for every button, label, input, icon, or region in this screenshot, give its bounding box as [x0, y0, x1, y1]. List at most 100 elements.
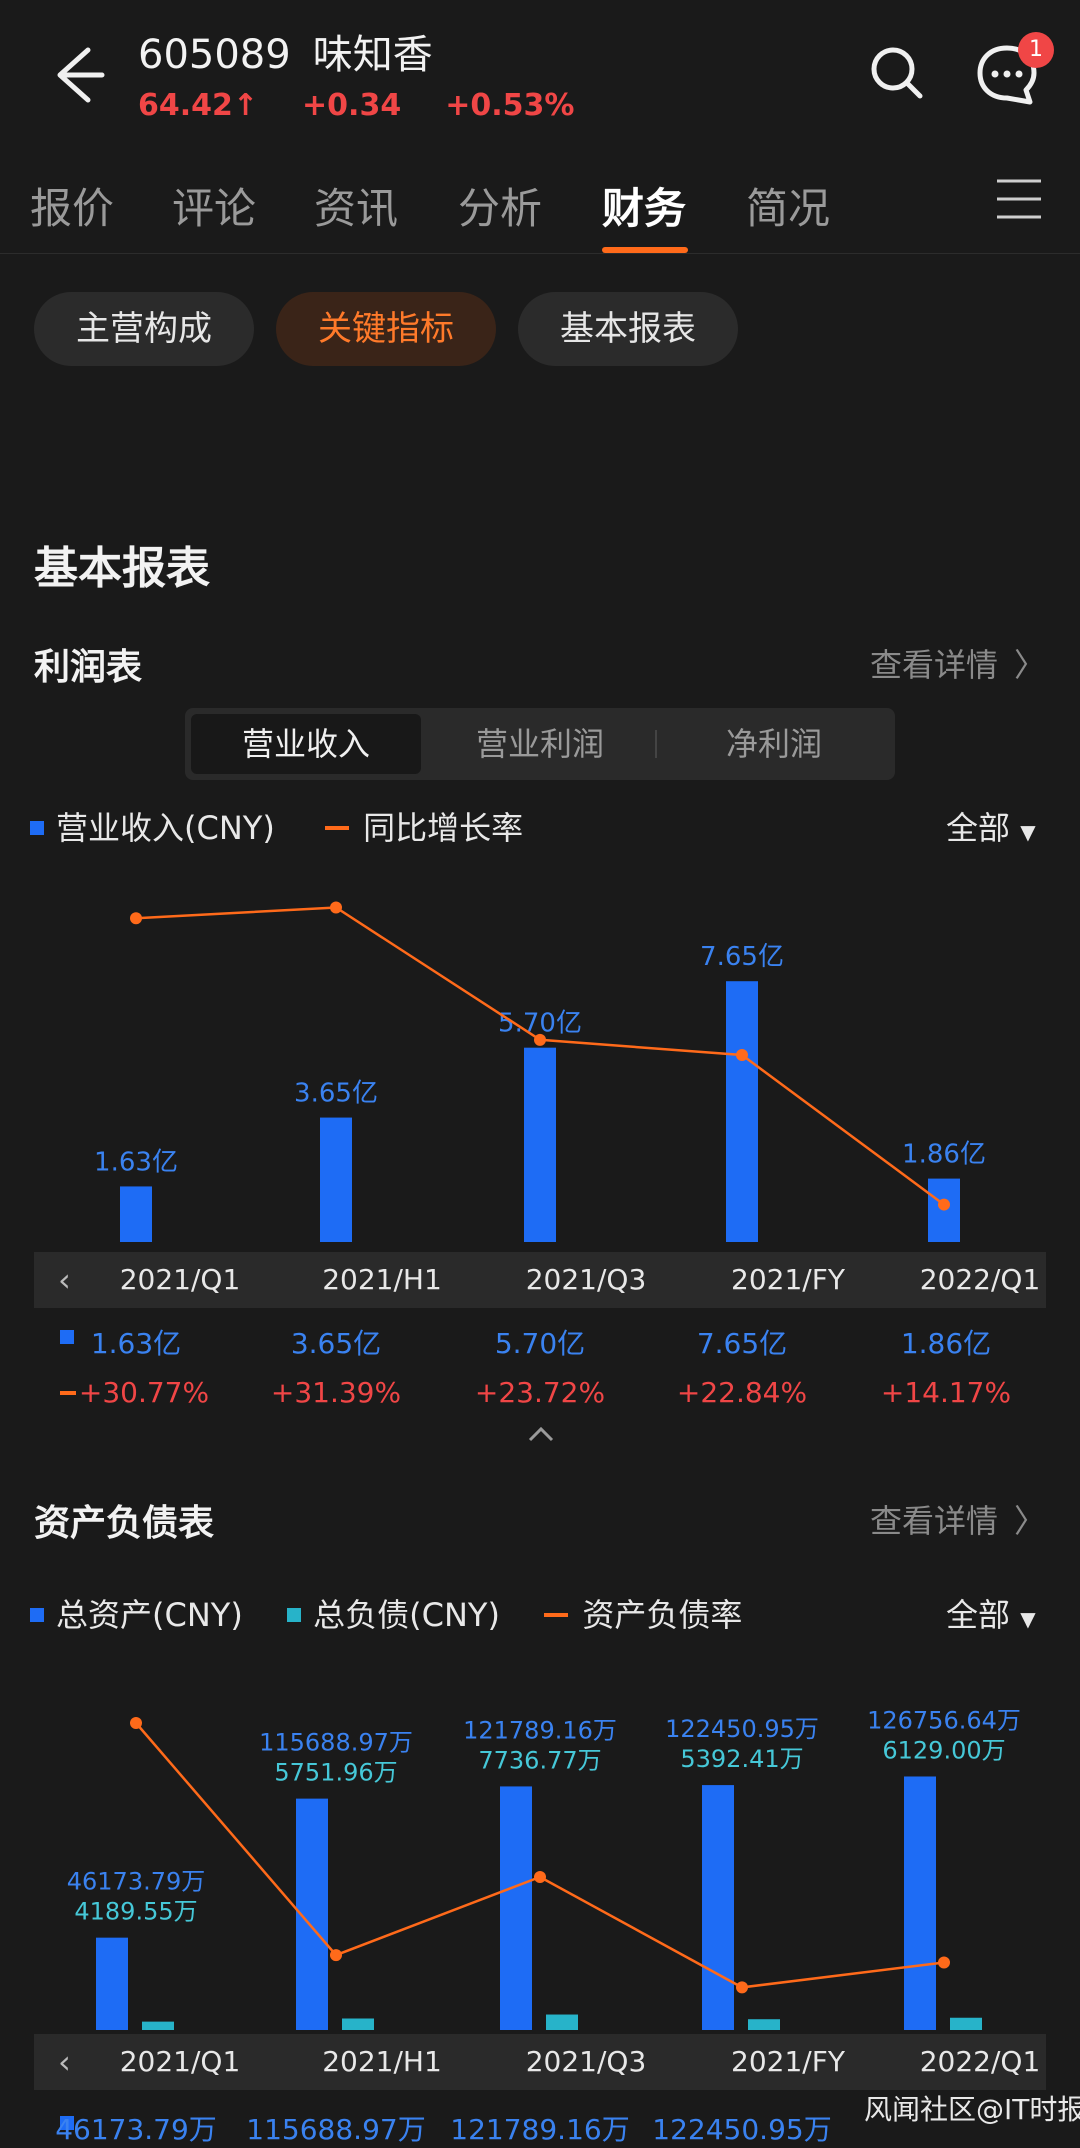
assets-value: 115688.97万 [246, 2113, 426, 2146]
collapse-chevron-icon[interactable] [526, 1424, 556, 1444]
period-label: 2022/Q1 [919, 1263, 1041, 1296]
assets-bar [500, 1786, 532, 2030]
liabilities-bar [546, 2014, 578, 2030]
assets-value: 122450.95万 [652, 2113, 832, 2146]
revenue-bar [120, 1186, 152, 1242]
income-legend: 营业收入(CNY) 同比增长率 [30, 803, 523, 849]
growth-point [534, 1033, 546, 1046]
legend-bar-swatch [30, 821, 44, 835]
message-badge: 1 [1018, 32, 1054, 68]
stock-title: 605089 味知香 [138, 22, 455, 80]
revenue-bar-label: 5.70亿 [498, 1009, 582, 1039]
chevron-left-icon[interactable]: ‹ [58, 1261, 71, 1299]
header-bar: 605089 味知香 64.42↑ +0.34 +0.53% 1 [0, 0, 1080, 150]
price-row: 64.42↑ +0.34 +0.53% [138, 88, 618, 123]
revenue-bar [320, 1117, 352, 1242]
debt-ratio-point [330, 1949, 342, 1962]
pill-basic-statements[interactable]: 基本报表 [518, 292, 738, 366]
price-change-pct: +0.53% [445, 88, 575, 123]
legend-liab: 总负债(CNY) [313, 1596, 500, 1634]
price-change: +0.34 [302, 88, 402, 123]
liabilities-bar [342, 2018, 374, 2030]
assets-bar [702, 1785, 734, 2030]
legend-ratio-swatch [544, 1613, 569, 1617]
growth-value: +23.72% [474, 1376, 606, 1409]
growth-point [330, 901, 342, 914]
liabilities-bar-label: 5392.41万 [680, 1745, 803, 1773]
balance-period-axis: ‹ 2021/Q1 2021/H1 2021/Q3 2021/FY 2022/Q… [34, 2034, 1046, 2090]
assets-value: 121789.16万 [450, 2113, 630, 2146]
revenue-bar-label: 3.65亿 [294, 1079, 378, 1109]
period-label: 2021/FY [731, 2045, 845, 2078]
stock-code: 605089 [138, 32, 291, 78]
stock-price: 64.42↑ [138, 88, 259, 123]
income-segment-control: 营业收入 营业利润 净利润 [185, 708, 895, 780]
income-period-axis: ‹ 2021/Q1 2021/H1 2021/Q3 2021/FY 2022/Q… [34, 1252, 1046, 1308]
assets-bar-label: 126756.64万 [867, 1706, 1021, 1734]
stock-name: 味知香 [312, 32, 433, 78]
income-filter-dropdown[interactable]: 全部 ▼ [946, 809, 1036, 847]
period-label: 2022/Q1 [919, 2045, 1041, 2078]
assets-bar-label: 115688.97万 [259, 1729, 413, 1757]
revenue-bar-label: 1.86亿 [902, 1140, 986, 1170]
growth-value: +14.17% [880, 1376, 1012, 1409]
growth-value: +30.77% [78, 1376, 210, 1409]
period-label: 2021/Q1 [119, 2045, 241, 2078]
revenue-value: 5.70亿 [494, 1327, 586, 1360]
segment-operating-profit[interactable]: 营业利润 [475, 725, 604, 763]
tab-news[interactable]: 资讯 [314, 184, 399, 233]
revenue-bar-label: 7.65亿 [700, 942, 784, 972]
revenue-value: 3.65亿 [290, 1327, 382, 1360]
active-tab-indicator [602, 247, 688, 253]
balance-detail-link[interactable]: 查看详情〉 [870, 1502, 1047, 1540]
period-label: 2021/H1 [322, 1263, 442, 1296]
segment-net-profit[interactable]: 净利润 [725, 725, 822, 763]
revenue-value: 1.86亿 [900, 1327, 992, 1360]
chevron-left-icon[interactable]: ‹ [58, 2043, 71, 2081]
tab-profile[interactable]: 简况 [746, 184, 831, 233]
watermark: 风闻社区@IT时报 [864, 2093, 1080, 2126]
period-label: 2021/Q3 [525, 2045, 647, 2078]
balance-legend: 总资产(CNY) 总负债(CNY) 资产负债率 [30, 1590, 742, 1636]
up-arrow-icon: ↑ [232, 88, 259, 123]
pill-main-business[interactable]: 主营构成 [34, 292, 254, 366]
back-arrow-icon[interactable] [40, 40, 110, 110]
balance-filter-dropdown[interactable]: 全部 ▼ [946, 1596, 1036, 1634]
chevron-right-icon: 〉 [1014, 1502, 1047, 1540]
caret-down-icon: ▼ [1020, 1607, 1036, 1631]
search-icon[interactable] [862, 38, 932, 108]
period-label: 2021/Q1 [119, 1263, 241, 1296]
liabilities-bar-label: 5751.96万 [274, 1759, 397, 1787]
legend-assets: 总资产(CNY) [56, 1596, 243, 1634]
row-bar-swatch [60, 1330, 74, 1344]
tab-comments[interactable]: 评论 [172, 184, 257, 233]
menu-icon[interactable] [995, 175, 1043, 223]
income-chart: 1.63亿 3.65亿 5.70亿 7.65亿 1.86亿 [94, 901, 986, 1242]
liabilities-bar-label: 6129.00万 [882, 1736, 1005, 1764]
row-bar-swatch [60, 2116, 74, 2130]
tab-finance[interactable]: 财务 [602, 184, 687, 233]
legend-ratio: 资产负债率 [582, 1596, 743, 1634]
legend-line-swatch [325, 826, 350, 830]
debt-ratio-point [130, 1717, 142, 1730]
segment-revenue[interactable]: 营业收入 [191, 714, 421, 774]
tab-analysis[interactable]: 分析 [458, 184, 543, 233]
income-detail-link[interactable]: 查看详情〉 [870, 646, 1047, 684]
revenue-value: 1.63亿 [90, 1327, 182, 1360]
debt-ratio-point [938, 1956, 950, 1969]
tab-quote[interactable]: 报价 [30, 184, 115, 233]
revenue-bar-label: 1.63亿 [94, 1147, 178, 1177]
assets-bar [96, 1937, 128, 2030]
period-label: 2021/FY [731, 1263, 845, 1296]
growth-point [938, 1198, 950, 1211]
period-label: 2021/H1 [322, 2045, 442, 2078]
assets-value: 46173.79万 [55, 2113, 217, 2146]
revenue-value: 7.65亿 [696, 1327, 788, 1360]
pill-key-indicators[interactable]: 关键指标 [276, 292, 496, 366]
liabilities-bar [950, 2017, 982, 2030]
assets-bar [904, 1776, 936, 2030]
income-title: 利润表 [34, 647, 143, 688]
balance-title: 资产负债表 [34, 1503, 215, 1544]
section-title: 基本报表 [34, 543, 210, 594]
revenue-bar [524, 1047, 556, 1242]
